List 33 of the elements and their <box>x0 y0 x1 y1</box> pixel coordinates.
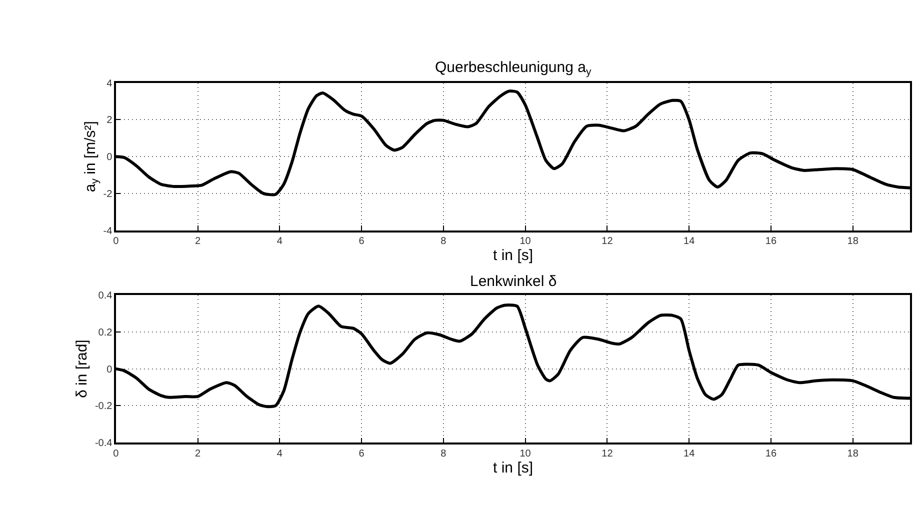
x-axis-title: t in [s] <box>493 247 534 264</box>
x-tick-label: 6 <box>358 448 365 460</box>
chart-title: Querbeschleunigung a$_{y}$ <box>435 59 592 78</box>
y-tick-label: 0.2 <box>98 327 113 338</box>
x-tick-label: 12 <box>602 236 614 248</box>
x-tick-label: 14 <box>684 236 696 248</box>
x-tick-label: 8 <box>440 236 447 248</box>
x-tick-label: 10 <box>520 236 532 248</box>
x-tick-label: 10 <box>520 448 532 460</box>
x-axis-title: t in [s] <box>493 459 534 476</box>
x-tick-label: 18 <box>847 448 859 460</box>
y-tick-label: 4 <box>106 78 113 90</box>
y-tick-label: 0 <box>106 152 113 164</box>
x-tick-label: 8 <box>440 448 447 460</box>
y-tick-label: 0.4 <box>98 290 113 302</box>
y-tick-label: -0.2 <box>94 401 113 412</box>
x-tick-label: 16 <box>765 236 777 248</box>
x-tick-label: 14 <box>684 448 696 460</box>
x-tick-label: 2 <box>195 236 202 248</box>
y-tick-label: -4 <box>103 226 113 237</box>
x-tick-label: 4 <box>276 236 283 248</box>
y-axis-title: δ in [rad] <box>74 340 91 398</box>
y-tick-label: 0 <box>106 364 113 376</box>
y-tick-label: -0.4 <box>94 438 113 450</box>
x-tick-label: 2 <box>195 448 202 460</box>
x-tick-label: 18 <box>847 236 859 248</box>
y-tick-label: 2 <box>106 115 113 126</box>
x-tick-label: 4 <box>276 448 283 460</box>
chart-title: Lenkwinkel δ <box>470 273 557 290</box>
x-tick-label: 6 <box>358 236 365 248</box>
y-tick-label: -2 <box>103 188 113 200</box>
x-tick-label: 12 <box>602 448 614 460</box>
x-tick-label: 16 <box>765 448 777 460</box>
